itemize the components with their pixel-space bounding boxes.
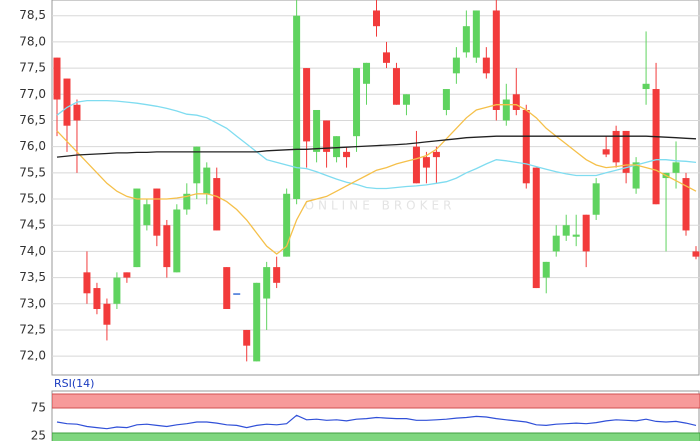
candle-body: [412, 146, 420, 184]
candle-body: [203, 167, 211, 194]
candle-body: [612, 130, 620, 163]
candle-body: [652, 89, 660, 205]
candle-body: [293, 15, 301, 200]
candle-body: [193, 146, 201, 184]
candle-body: [482, 57, 490, 74]
candle-body: [113, 277, 121, 304]
candle-body: [153, 188, 161, 236]
candle-body: [163, 225, 171, 268]
candle-body: [572, 234, 580, 237]
rsi-tick-label: 75: [31, 401, 46, 415]
overbought-zone: [52, 393, 700, 409]
candle-body: [233, 293, 241, 295]
candle-body: [522, 109, 530, 184]
candle-body: [532, 167, 540, 289]
candle-body: [83, 272, 91, 294]
y-tick-label: 72,0: [19, 349, 46, 363]
candle-body: [243, 329, 251, 346]
moving-average: [56, 104, 697, 255]
y-tick-label: 74,5: [19, 218, 46, 232]
candle-body: [273, 267, 281, 283]
y-tick-label: 74,0: [19, 244, 46, 258]
candle-body: [353, 68, 361, 137]
y-tick-label: 72,5: [19, 322, 46, 336]
oversold-zone: [52, 432, 700, 441]
candle-body: [462, 26, 470, 53]
candle-body: [103, 303, 111, 325]
candle-body: [263, 267, 271, 299]
candle-body: [472, 10, 480, 58]
y-tick-label: 78,0: [19, 34, 46, 48]
candle-body: [552, 235, 560, 252]
candle-body: [592, 183, 600, 215]
candle-body: [382, 52, 390, 63]
y-tick-label: 73,0: [19, 296, 46, 310]
candle-body: [432, 151, 440, 158]
rsi-tick-label: 25: [31, 429, 46, 441]
candle-body: [363, 62, 371, 84]
candle-body: [53, 57, 61, 100]
moving-average: [56, 99, 697, 190]
candle-body: [502, 99, 510, 121]
y-tick-label: 78,5: [19, 8, 46, 22]
candle-body: [173, 209, 181, 273]
rsi-line: [56, 414, 697, 430]
candle-body: [93, 288, 101, 310]
candle-body: [442, 89, 450, 110]
candle-body: [303, 68, 311, 142]
y-tick-label: 77,5: [19, 61, 46, 75]
candle-body: [632, 162, 640, 189]
plot-area: [51, 0, 700, 376]
y-tick-label: 73,5: [19, 270, 46, 284]
candle-body: [283, 193, 291, 257]
rsi-label: RSI(14): [54, 377, 94, 390]
candle-body: [582, 214, 590, 252]
candle-body: [492, 10, 500, 110]
y-tick-label: 77,0: [19, 87, 46, 101]
candle-body: [313, 109, 321, 152]
candle-body: [642, 83, 650, 90]
candle-body: [333, 136, 341, 158]
candle-body: [422, 157, 430, 168]
rsi-plot: [52, 393, 700, 441]
candle-body: [143, 204, 151, 226]
y-tick-label: 75,5: [19, 165, 46, 179]
watermark: ONLINE BROKER: [305, 199, 456, 213]
candle-body: [602, 149, 610, 155]
candle-body: [183, 193, 191, 210]
candle-body: [692, 251, 700, 257]
y-tick-label: 75,0: [19, 192, 46, 206]
candle-body: [63, 78, 71, 126]
candle-body: [512, 94, 520, 110]
candle-body: [392, 68, 400, 105]
candle-body: [123, 272, 131, 278]
candle-body: [133, 188, 141, 268]
candle-body: [452, 57, 460, 74]
candle-body: [672, 162, 680, 173]
candle-body: [343, 151, 351, 158]
main-plot: [52, 0, 700, 362]
moving-average: [56, 135, 697, 158]
candle-body: [562, 225, 570, 236]
candle-body: [253, 282, 261, 362]
candle-body: [542, 261, 550, 278]
candle-body: [223, 267, 231, 310]
y-tick-label: 76,5: [19, 113, 46, 127]
candle-body: [73, 104, 81, 121]
y-tick-label: 76,0: [19, 139, 46, 153]
candle-body: [373, 10, 380, 27]
candle-body: [622, 130, 630, 173]
candle-body: [682, 178, 690, 231]
candle-body: [213, 178, 221, 231]
candle-body: [323, 120, 331, 152]
candle-body: [402, 94, 410, 105]
